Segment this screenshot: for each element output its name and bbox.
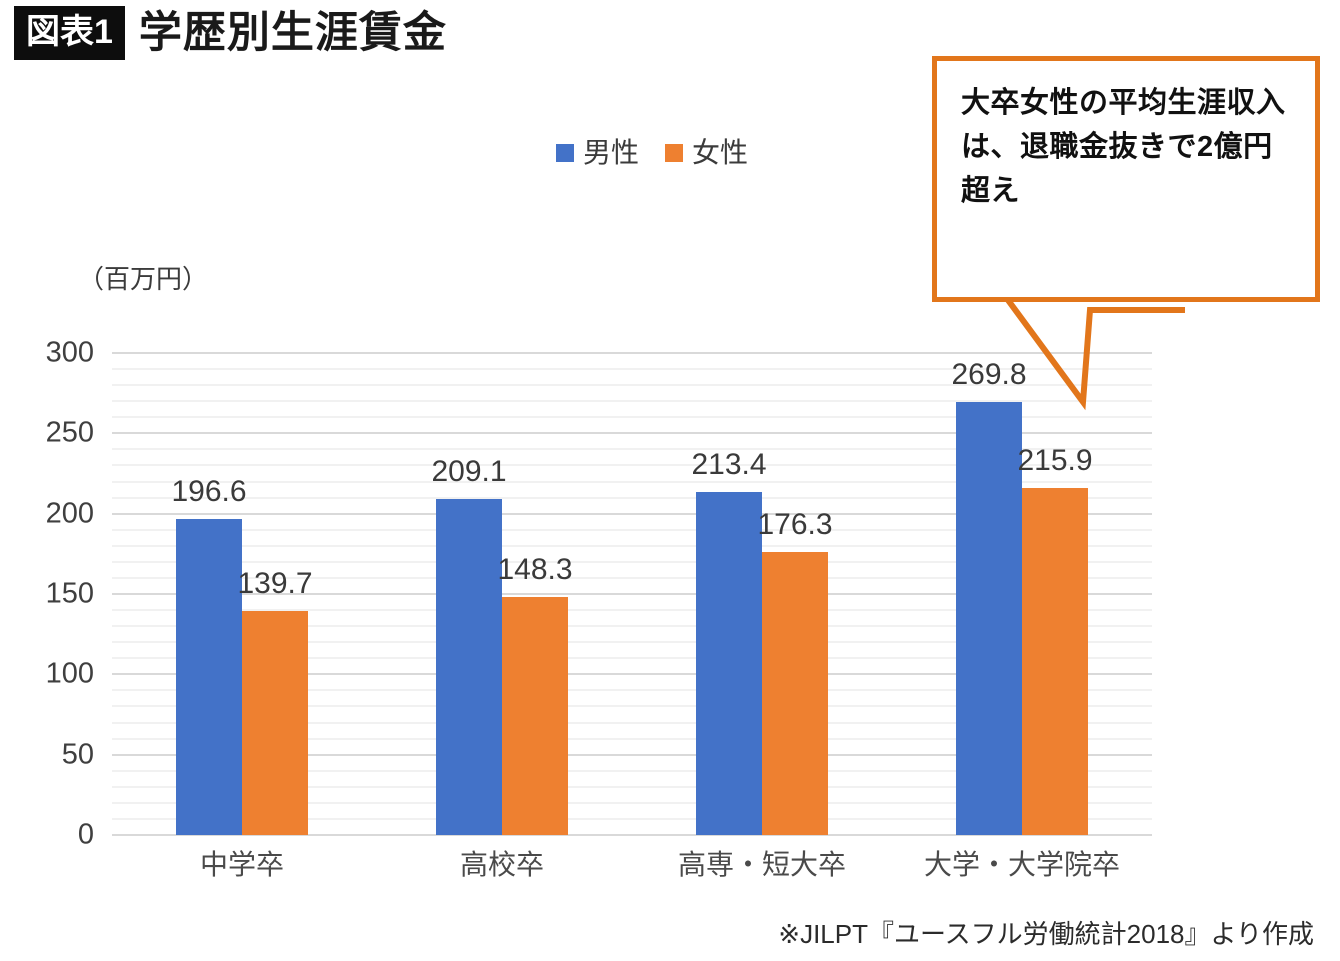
y-axis-tick-label: 200 — [45, 497, 94, 530]
legend-item-label: 女性 — [692, 137, 749, 168]
minor-gridline — [112, 721, 1152, 724]
bar-value-label: 196.6 — [171, 475, 247, 509]
y-axis-unit-label: （百万円） — [78, 264, 209, 294]
bar-value-label: 148.3 — [497, 552, 573, 586]
major-gridline — [112, 512, 1152, 515]
y-axis-tick-label: 300 — [45, 336, 94, 369]
bar-男性-高専・短大卒[interactable] — [696, 492, 762, 835]
minor-gridline — [112, 560, 1152, 563]
plot-area: 0 50 100 150 200 250 300 196.6 139.7 中学卒 209.1 148.… — [46, 338, 1152, 879]
bar-女性-高専・短大卒[interactable] — [762, 551, 828, 835]
bar-男性-中学卒[interactable] — [176, 519, 242, 835]
legend-item-1[interactable]: 女性 — [665, 139, 748, 167]
minor-gridline — [112, 368, 1152, 371]
bar-男性-高校卒[interactable] — [436, 499, 502, 835]
y-axis-tick-label: 250 — [45, 416, 94, 449]
page-title: 図表1 学歴別生涯賃金 — [14, 6, 447, 60]
bar-value-label: 213.4 — [691, 448, 767, 482]
bar-value-label: 209.1 — [431, 455, 507, 489]
minor-gridline — [112, 657, 1152, 660]
callout-text: 大卒女性の平均生涯収入は、退職金抜きで2億円超え — [961, 87, 1286, 208]
source-note: ※JILPT『ユースフル労働統計2018』より作成 — [778, 919, 1314, 949]
major-gridline — [112, 352, 1152, 354]
callout-box: 大卒女性の平均生涯収入は、退職金抜きで2億円超え — [932, 56, 1320, 302]
minor-gridline — [112, 785, 1152, 788]
x-axis-category-label: 高校卒 — [459, 849, 545, 880]
bar-女性-高校卒[interactable] — [502, 596, 568, 835]
minor-gridline — [112, 576, 1152, 579]
minor-gridline — [112, 416, 1152, 419]
legend-item-label: 男性 — [583, 137, 640, 168]
major-gridline — [112, 593, 1152, 595]
minor-gridline — [112, 801, 1152, 804]
minor-gridline — [112, 817, 1152, 820]
legend-item-0[interactable]: 男性 — [556, 139, 639, 167]
legend-square-swatch-icon — [556, 144, 574, 162]
x-axis-category-label: 中学卒 — [199, 849, 285, 880]
x-axis-category-label: 高専・短大卒 — [677, 849, 847, 880]
minor-gridline — [112, 737, 1152, 740]
bar-value-label: 269.8 — [951, 357, 1027, 391]
minor-gridline — [112, 689, 1152, 692]
minor-gridline — [112, 384, 1152, 387]
minor-gridline — [112, 705, 1152, 708]
minor-gridline — [112, 448, 1152, 451]
chart-title: 学歴別生涯賃金 — [138, 8, 447, 57]
minor-gridline — [112, 480, 1152, 483]
bar-女性-大学・大学院卒[interactable] — [1022, 488, 1088, 835]
minor-gridline — [112, 769, 1152, 772]
minor-gridline — [112, 464, 1152, 467]
y-axis-tick-label: 150 — [45, 577, 94, 610]
minor-gridline — [112, 544, 1152, 547]
callout-tail — [935, 293, 1185, 411]
minor-gridline — [112, 625, 1152, 628]
major-gridline — [112, 432, 1152, 435]
minor-gridline — [112, 528, 1152, 531]
minor-gridline — [112, 400, 1152, 403]
bar-value-label: 139.7 — [237, 566, 313, 600]
major-gridline — [112, 753, 1152, 756]
minor-gridline — [112, 641, 1152, 644]
major-gridline — [112, 673, 1152, 676]
y-axis-tick-label: 50 — [61, 738, 94, 771]
y-axis-tick-label: 0 — [77, 818, 94, 851]
bar-女性-中学卒[interactable] — [242, 610, 308, 835]
legend-square-swatch-icon — [665, 144, 684, 162]
bar-value-label: 215.9 — [1017, 444, 1093, 478]
x-axis-category-label: 大学・大学院卒 — [923, 849, 1121, 880]
bar-男性-大学・大学院卒[interactable] — [956, 401, 1022, 835]
y-axis-tick-label: 100 — [45, 657, 94, 690]
minor-gridline — [112, 496, 1152, 499]
minor-gridline — [112, 609, 1152, 612]
major-gridline — [112, 834, 1152, 836]
chart-legend: 男性 女性 — [556, 139, 748, 167]
figure-number-badge: 図表1 — [14, 6, 125, 60]
bar-value-label: 176.3 — [757, 507, 833, 541]
